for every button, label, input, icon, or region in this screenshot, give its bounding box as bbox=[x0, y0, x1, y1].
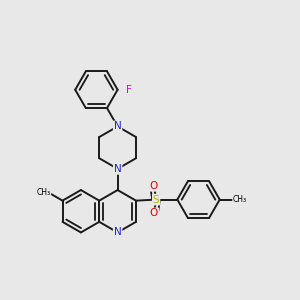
Text: O: O bbox=[150, 181, 158, 191]
Text: F: F bbox=[126, 85, 132, 95]
Text: CH₃: CH₃ bbox=[233, 195, 247, 204]
Text: N: N bbox=[114, 164, 122, 174]
Text: N: N bbox=[114, 122, 122, 131]
Text: CH₃: CH₃ bbox=[36, 188, 50, 197]
Text: S: S bbox=[153, 195, 159, 205]
Text: O: O bbox=[150, 208, 158, 218]
Text: N: N bbox=[114, 227, 122, 237]
